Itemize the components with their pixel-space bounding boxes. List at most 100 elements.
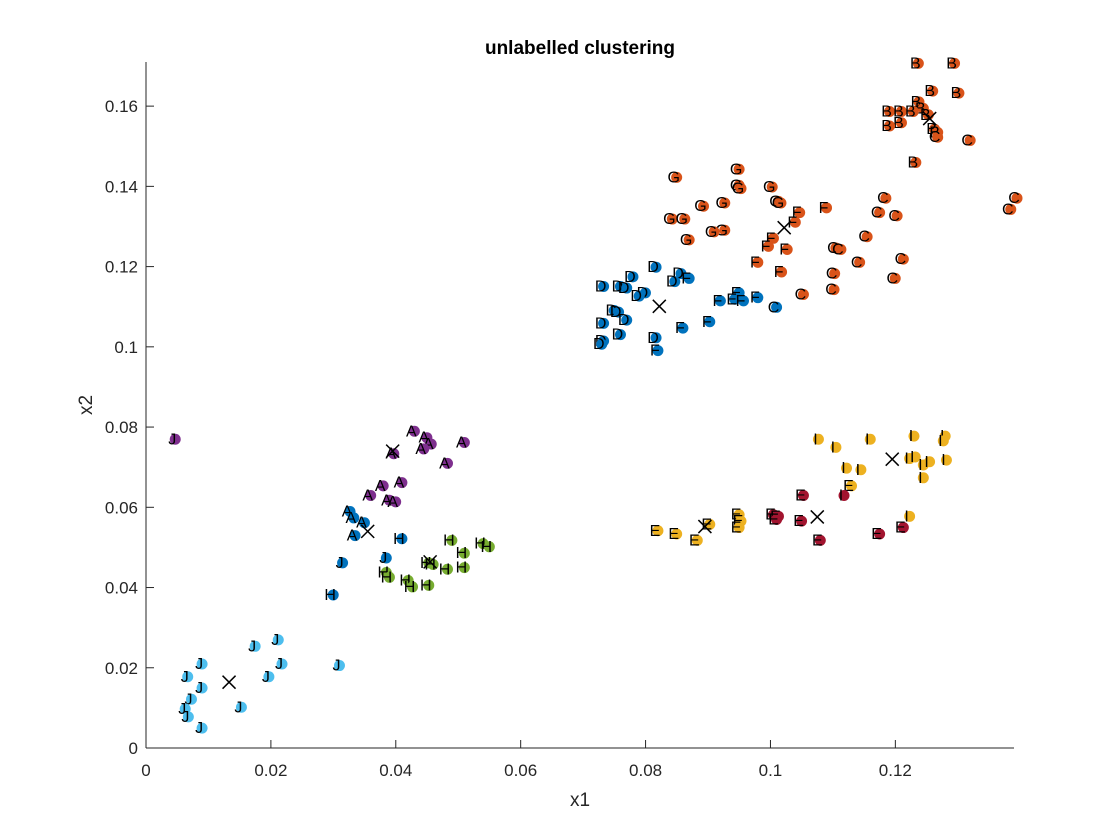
data-point-marker <box>666 213 678 225</box>
data-point-marker <box>408 425 420 437</box>
data-point-label: E <box>650 523 661 540</box>
centroid-marker <box>810 509 825 524</box>
data-point-label: G <box>667 169 679 186</box>
centroid-marker <box>222 675 237 690</box>
centroid-marker <box>697 519 712 534</box>
data-point-marker <box>771 301 783 313</box>
data-point: D <box>647 330 662 347</box>
data-point-label: H <box>439 561 451 578</box>
data-point-marker <box>752 256 764 268</box>
data-point-marker <box>796 515 808 527</box>
data-point: A <box>394 475 408 492</box>
data-point: C <box>825 282 840 299</box>
data-point-marker <box>598 280 610 292</box>
data-point-marker <box>854 256 866 268</box>
y-tick-label: 0.12 <box>105 258 138 277</box>
data-point: E <box>726 291 741 308</box>
data-point: E <box>871 526 886 543</box>
data-point-marker <box>781 244 793 256</box>
data-point-label: I <box>909 428 913 445</box>
data-point: D <box>647 259 662 276</box>
data-point-marker <box>423 579 435 591</box>
data-point: F <box>650 343 664 360</box>
data-point-label: G <box>680 232 692 249</box>
data-point: C <box>832 242 847 259</box>
data-point-marker <box>953 87 965 99</box>
data-point-label: B <box>881 118 892 135</box>
data-point: F <box>779 242 793 259</box>
x-tick-label: 0.08 <box>629 761 662 780</box>
data-point-label: F <box>819 200 829 217</box>
plot-area <box>146 62 1014 748</box>
data-point-marker <box>733 522 745 534</box>
data-point: H <box>481 539 495 556</box>
data-point: F <box>787 214 801 231</box>
data-point: J <box>195 680 208 697</box>
data-point-label: A <box>423 436 434 453</box>
data-point: H <box>443 532 458 549</box>
data-point-marker <box>835 244 847 256</box>
data-point-label: C <box>961 132 973 149</box>
data-point-label: E <box>689 532 700 549</box>
data-point-marker <box>719 197 731 209</box>
data-point: C <box>929 129 944 146</box>
data-point: J <box>181 669 194 686</box>
data-point: I <box>924 454 936 471</box>
y-tick-label: 0.02 <box>105 659 138 678</box>
data-point-marker <box>708 226 720 238</box>
data-point-label: E <box>843 478 854 495</box>
data-point-label: D <box>624 269 636 286</box>
data-point-label: E <box>871 526 882 543</box>
data-point-marker <box>669 276 681 288</box>
data-point-label: B <box>881 104 892 121</box>
data-point-label: J <box>379 550 387 567</box>
data-point-marker <box>733 163 745 175</box>
data-point-marker <box>897 253 909 265</box>
data-point-label: H <box>474 536 486 553</box>
data-point: C <box>888 208 903 225</box>
data-point-label: H <box>404 579 416 596</box>
data-point-label: F <box>736 293 746 310</box>
data-point-marker <box>418 443 430 455</box>
data-point-marker <box>719 224 731 236</box>
y-tick-label: 0.04 <box>105 579 138 598</box>
data-point: H <box>393 531 408 548</box>
data-point-marker <box>964 134 976 146</box>
data-point: H <box>381 569 395 586</box>
data-point-label: B <box>908 154 919 171</box>
data-point: I <box>838 487 850 504</box>
centroid-marker <box>652 299 667 314</box>
data-point-marker <box>907 106 919 118</box>
data-point: J <box>195 656 208 673</box>
data-point-label: C <box>1002 201 1014 218</box>
data-point-label: C <box>895 251 907 268</box>
data-point: C <box>961 132 976 149</box>
data-point-marker <box>683 272 695 284</box>
data-point: H <box>324 587 339 604</box>
data-point: B <box>951 85 965 102</box>
data-point: A <box>362 487 377 504</box>
data-point: J <box>181 709 194 726</box>
axes <box>145 62 1014 749</box>
data-point: H <box>456 545 470 562</box>
data-point-label: E <box>812 532 823 549</box>
data-point: G <box>680 232 695 249</box>
y-axis-label: x2 <box>76 395 97 415</box>
data-point: G <box>705 224 720 241</box>
data-point-marker <box>776 266 788 278</box>
data-point: F <box>792 205 806 222</box>
data-point: F <box>761 238 774 255</box>
x-tick-label: 0.1 <box>759 761 783 780</box>
data-point: A <box>456 435 470 452</box>
data-point-label: H <box>443 532 455 549</box>
data-point-label: E <box>731 520 742 537</box>
data-point-label: H <box>324 587 336 604</box>
data-point-label: D <box>672 266 684 283</box>
data-point-label: I <box>910 449 914 466</box>
data-point: F <box>750 254 764 271</box>
x-tick-label: 0.04 <box>379 761 412 780</box>
data-point: F <box>675 320 689 337</box>
data-point-label: D <box>618 280 630 297</box>
data-point: J <box>195 720 208 737</box>
data-point-marker <box>263 671 275 683</box>
